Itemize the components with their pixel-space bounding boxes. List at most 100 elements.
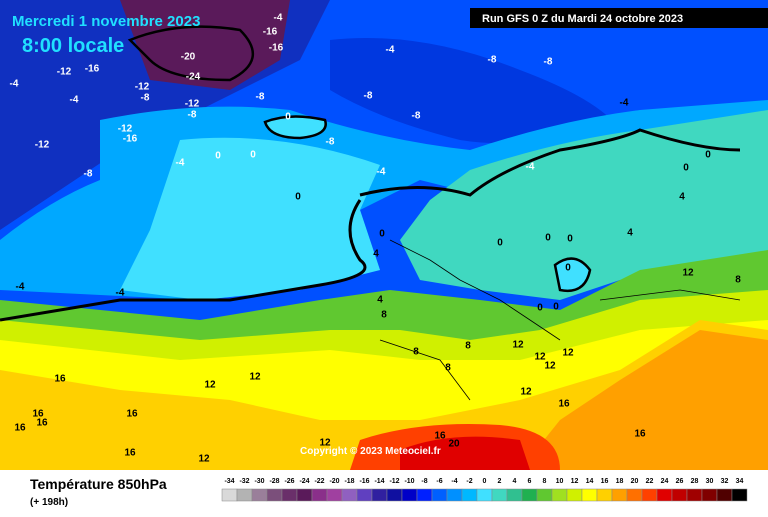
- contour-label: -4: [176, 158, 185, 169]
- legend-swatch: [566, 488, 583, 502]
- contour-labels: -4-16-16-20-24-12 -16-4-4-12-8 -8-12-8-12-…: [10, 13, 742, 465]
- contour-label: -8: [412, 111, 421, 122]
- contour-label: 4: [679, 192, 685, 203]
- contour-label: 16: [634, 429, 646, 440]
- contour-label: 16: [124, 448, 136, 459]
- contour-label: -12: [57, 67, 72, 78]
- contour-label: 12: [198, 454, 210, 465]
- contour-label: -8: [326, 137, 335, 148]
- contour-label: -8: [141, 93, 150, 104]
- contour-label: 4: [377, 295, 383, 306]
- legend-label: 34: [736, 478, 744, 485]
- legend-swatch: [326, 488, 343, 502]
- contour-label: 0: [250, 150, 256, 161]
- contour-label: -4: [274, 13, 283, 24]
- legend-swatch: [296, 488, 313, 502]
- legend-swatch: [596, 488, 613, 502]
- temperature-field: [0, 0, 768, 470]
- contour-label: 12: [319, 438, 331, 449]
- contour-label: -16: [85, 64, 100, 75]
- legend-swatch: [356, 488, 373, 502]
- contour-label: -4: [386, 45, 395, 56]
- legend-label: -30: [254, 478, 264, 485]
- legend-swatch: [281, 488, 298, 502]
- legend-label: -24: [299, 478, 309, 485]
- legend-label: -20: [329, 478, 339, 485]
- legend-label: 6: [528, 478, 532, 485]
- legend-label: 30: [706, 478, 714, 485]
- contour-label: 0: [215, 151, 221, 162]
- contour-label: 0: [705, 150, 711, 161]
- contour-label: 12: [204, 380, 216, 391]
- legend-label: 24: [661, 478, 669, 485]
- legend-swatch: [521, 488, 538, 502]
- contour-label: 16: [36, 418, 48, 429]
- legend-swatch: [491, 488, 508, 502]
- legend-swatch: [626, 488, 643, 502]
- contour-label: 12: [520, 387, 532, 398]
- contour-label: -12: [35, 140, 50, 151]
- legend-swatch: [371, 488, 388, 502]
- legend-label: -12: [389, 478, 399, 485]
- contour-label: -8: [84, 169, 93, 180]
- contour-label: 0: [565, 263, 571, 274]
- legend-swatch: [731, 488, 748, 502]
- legend-label: -16: [359, 478, 369, 485]
- legend-swatch: [236, 488, 253, 502]
- legend-label: 16: [601, 478, 609, 485]
- legend-swatch: [341, 488, 358, 502]
- legend-swatch: [446, 488, 463, 502]
- legend-label: -22: [314, 478, 324, 485]
- legend-label: 20: [631, 478, 639, 485]
- legend-label: -14: [374, 478, 384, 485]
- contour-label: -4: [377, 167, 386, 178]
- legend-label: 32: [721, 478, 729, 485]
- legend-label: -26: [284, 478, 294, 485]
- legend-label: 0: [483, 478, 487, 485]
- contour-label: -8: [544, 57, 553, 68]
- legend-swatch: [671, 488, 688, 502]
- legend: -34 -32 -30 -28 -26 -24 -22 -20 -18 -16 -14 -12 -10-…: [221, 478, 748, 502]
- contour-label: 0: [683, 163, 689, 174]
- contour-label: 0: [553, 302, 559, 313]
- contour-label: -4: [10, 79, 19, 90]
- copyright: Copyright © 2023 Meteociel.fr: [300, 446, 441, 457]
- legend-swatch: [536, 488, 553, 502]
- contour-label: 16: [126, 409, 138, 420]
- legend-label: 8: [543, 478, 547, 485]
- contour-label: 4: [373, 249, 379, 260]
- legend-label: -2: [466, 478, 472, 485]
- contour-label: -8: [188, 110, 197, 121]
- legend-label: -10: [404, 478, 414, 485]
- contour-label: -4: [116, 288, 125, 299]
- contour-label: 8: [413, 347, 419, 358]
- legend-label: -8: [421, 478, 427, 485]
- lead-time: (+ 198h): [30, 497, 68, 508]
- contour-label: 12: [534, 352, 546, 363]
- contour-label: -12: [118, 124, 133, 135]
- contour-label: 4: [627, 228, 633, 239]
- contour-label: 0: [545, 233, 551, 244]
- legend-swatch: [461, 488, 478, 502]
- legend-swatch: [641, 488, 658, 502]
- legend-label: 10: [556, 478, 564, 485]
- legend-swatch: [686, 488, 703, 502]
- legend-label: 28: [691, 478, 699, 485]
- legend-swatch: [476, 488, 493, 502]
- legend-label: 14: [586, 478, 594, 485]
- legend-swatch: [401, 488, 418, 502]
- legend-swatch: [386, 488, 403, 502]
- contour-label: 0: [285, 112, 291, 123]
- contour-label: -4: [526, 162, 535, 173]
- legend-swatch: [716, 488, 733, 502]
- contour-label: -16: [263, 27, 278, 38]
- run-text: Run GFS 0 Z du Mardi 24 octobre 2023: [482, 13, 683, 25]
- legend-swatch: [581, 488, 598, 502]
- contour-label: 0: [379, 229, 385, 240]
- legend-label: 18: [616, 478, 624, 485]
- contour-label: -24: [186, 72, 201, 83]
- contour-label: 0: [537, 303, 543, 314]
- legend-label: 22: [646, 478, 654, 485]
- contour-label: 0: [295, 192, 301, 203]
